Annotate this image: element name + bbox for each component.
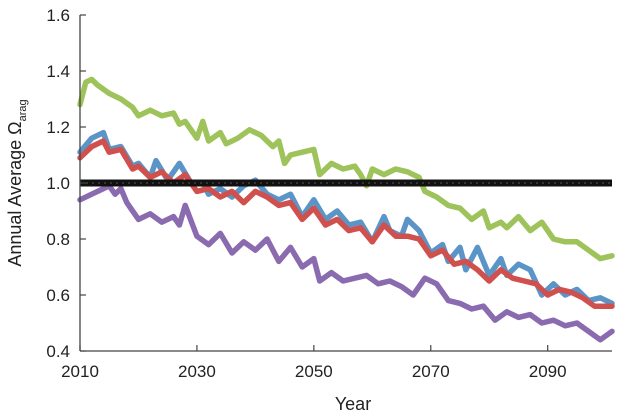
x-tick-label: 2070: [412, 362, 450, 381]
x-tick-label: 2050: [295, 362, 333, 381]
y-tick-label: 1.6: [46, 6, 70, 25]
x-tick-label: 2030: [178, 362, 216, 381]
x-axis-title: Year: [335, 394, 371, 414]
series-line-2: [77, 129, 615, 307]
ticks: 0.4 0.6 0.8 1.0 1.2 1.4 1.6 2010 2030 2050 2070 209…: [46, 6, 566, 381]
series-line-3: [77, 138, 615, 309]
plot-lines: [77, 76, 615, 343]
series-line-1: [77, 76, 615, 262]
x-tick-label: 2010: [61, 362, 99, 381]
y-tick-label: 1.0: [46, 174, 70, 193]
y-axis-title: Annual Average Ωarag: [5, 99, 29, 266]
y-axis-title-sub: arag: [17, 99, 29, 121]
y-tick-label: 0.8: [46, 230, 70, 249]
y-tick-label: 0.6: [46, 286, 70, 305]
y-axis-title-main: Annual Average Ω: [5, 121, 25, 266]
y-tick-label: 1.4: [46, 62, 70, 81]
y-tick-label: 0.4: [46, 342, 70, 361]
series-line-4: [77, 183, 615, 343]
x-tick-label: 2090: [529, 362, 567, 381]
y-tick-label: 1.2: [46, 118, 70, 137]
